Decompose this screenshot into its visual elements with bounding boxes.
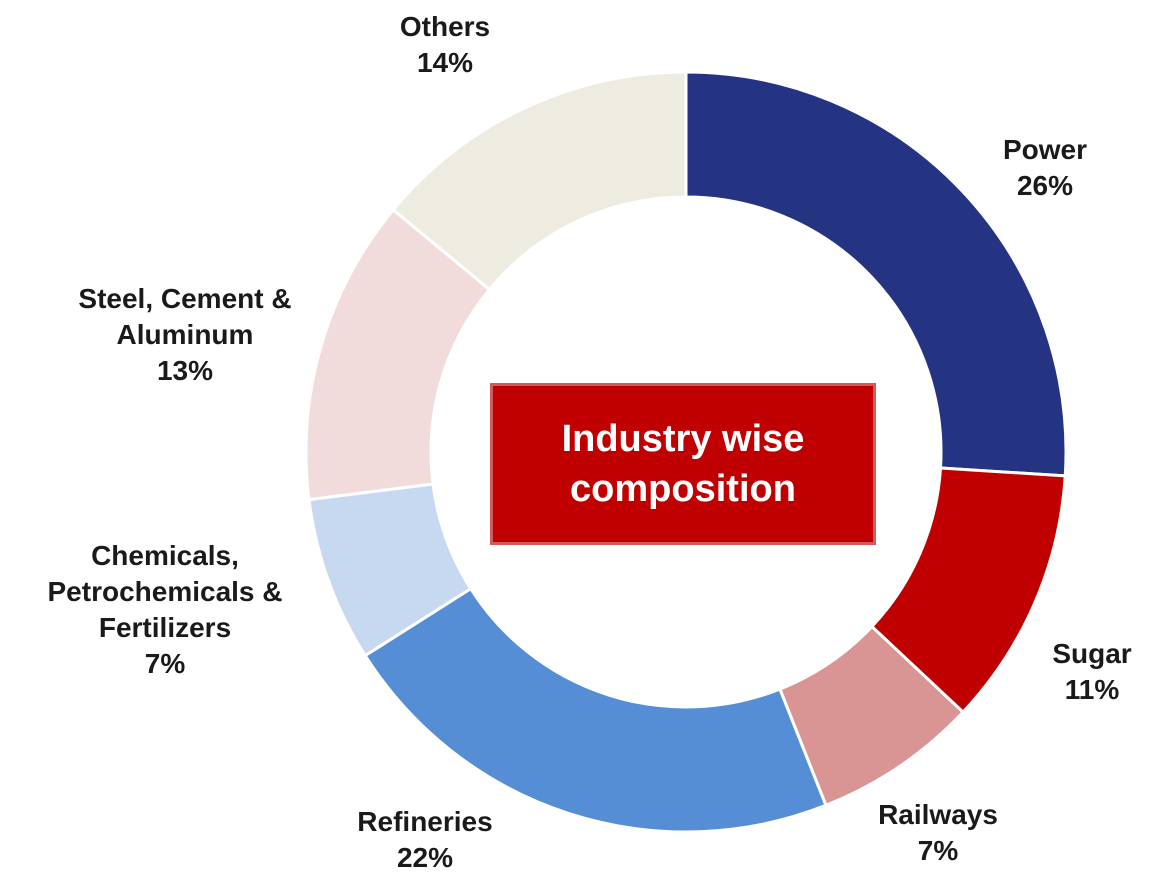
value-label: 7% (144, 648, 186, 679)
category-label: Power (1002, 134, 1088, 165)
donut-slice (391, 70, 688, 292)
slice-label: Chemicals, Petrochemicals & Fertilizers 7… (15, 538, 315, 682)
category-label: Others (399, 11, 491, 42)
slice-label: Others 14% (295, 9, 595, 81)
value-label: 26% (1016, 170, 1074, 201)
category-label: Chemicals, Petrochemicals & Fertilizers (47, 540, 283, 643)
donut-slice (363, 586, 828, 834)
slice-label: Steel, Cement & Aluminum 13% (35, 281, 335, 389)
category-label: Steel, Cement & Aluminum (78, 283, 292, 350)
value-label: 13% (156, 355, 214, 386)
value-label: 22% (396, 842, 454, 873)
slice-label: Railways 7% (788, 797, 1088, 869)
value-label: 14% (416, 47, 474, 78)
category-label: Sugar (1052, 638, 1132, 669)
value-label: 7% (917, 835, 959, 866)
slice-label: Refineries 22% (275, 804, 575, 876)
slice-label: Sugar 11% (942, 636, 1161, 708)
slice-label: Power 26% (895, 132, 1161, 204)
category-label: Refineries (357, 806, 493, 837)
category-label: Railways (878, 799, 998, 830)
value-label: 11% (1064, 674, 1120, 705)
center-annotation: Industry wise composition (490, 383, 876, 545)
donut-slice (684, 70, 1068, 478)
